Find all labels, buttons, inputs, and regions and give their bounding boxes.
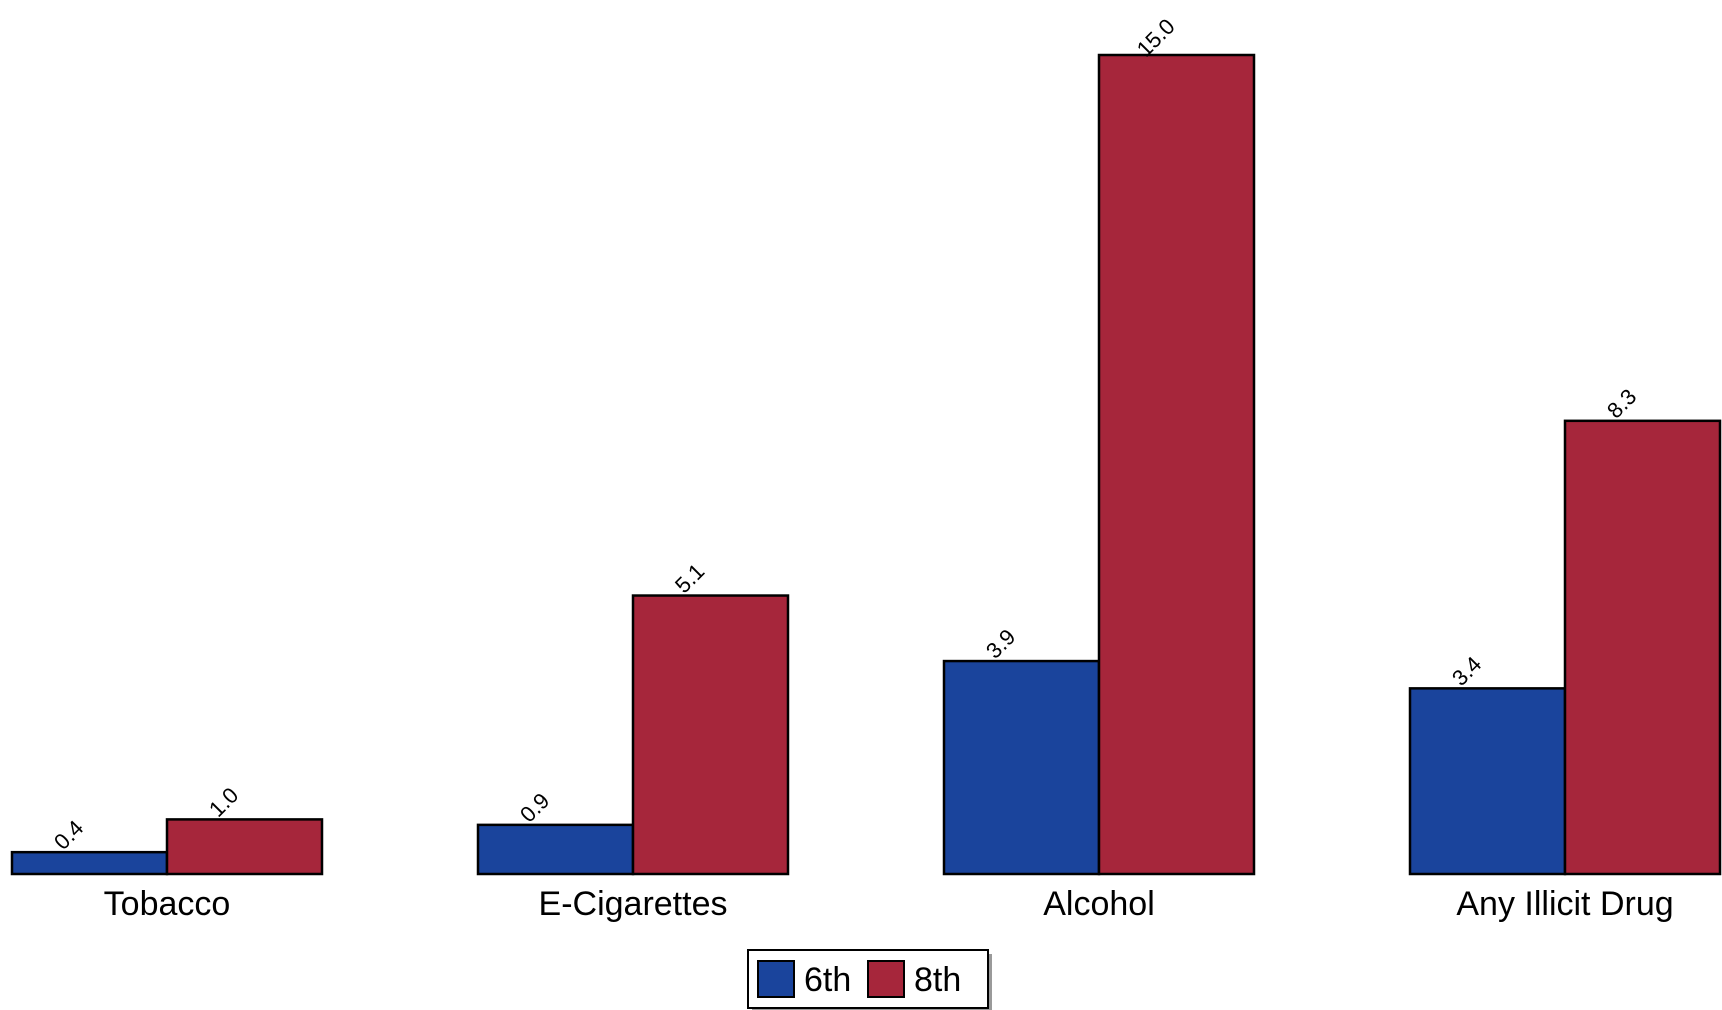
category-label-tobacco: Tobacco: [104, 885, 231, 923]
bar-alcohol-8th: [1097, 53, 1256, 876]
value-label-e-cigarettes-6th: 0.9: [515, 788, 554, 827]
bars-group: [10, 53, 1722, 876]
bar-tobacco-6th: [10, 850, 169, 876]
category-labels-group: Tobacco E-Cigarettes Alcohol Any Illicit Dr…: [104, 885, 1674, 923]
legend-swatch-8th: [867, 960, 905, 998]
value-label-any-illicit-drug-6th: 3.4: [1447, 651, 1486, 690]
value-label-tobacco-6th: 0.4: [49, 815, 88, 854]
bar-any-illicit-drug-6th: [1408, 687, 1567, 876]
bar-tobacco-8th: [165, 818, 324, 876]
bar-alcohol-6th: [942, 659, 1101, 876]
bar-any-illicit-drug-8th: [1563, 419, 1722, 876]
value-label-alcohol-6th: 3.9: [981, 624, 1020, 663]
bar-e-cigarettes-6th: [476, 823, 635, 876]
value-label-e-cigarettes-8th: 5.1: [670, 559, 709, 598]
value-label-tobacco-8th: 1.0: [204, 782, 243, 821]
bar-e-cigarettes-8th: [631, 594, 790, 876]
legend-label-8th: 8th: [914, 961, 961, 999]
legend-label-6th: 6th: [804, 961, 851, 999]
category-label-e-cigarettes: E-Cigarettes: [539, 885, 728, 923]
category-label-any-illicit-drug: Any Illicit Drug: [1456, 885, 1673, 923]
category-label-alcohol: Alcohol: [1043, 885, 1155, 923]
legend-swatch-6th: [757, 960, 795, 998]
legend: 6th 8th: [747, 949, 992, 1010]
value-labels-group: 0.41.0 0.95.13.915.03.48.3: [49, 14, 1641, 855]
value-label-any-illicit-drug-8th: 8.3: [1602, 384, 1641, 423]
